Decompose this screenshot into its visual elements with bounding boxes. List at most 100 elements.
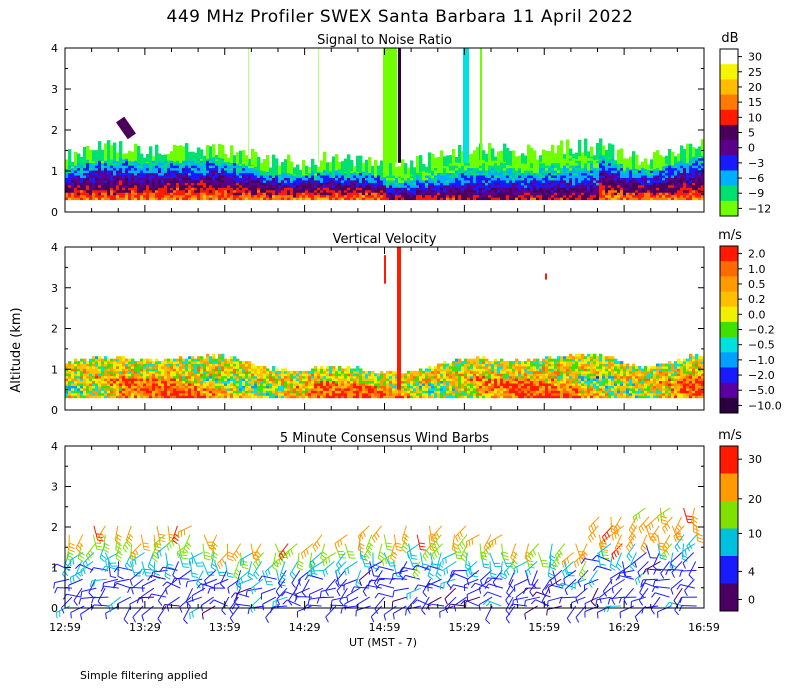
wind-barb-flag bbox=[632, 516, 636, 523]
wind-barb bbox=[54, 578, 70, 584]
colorbar-label: −1.0 bbox=[748, 354, 775, 367]
y-tick-label: 0 bbox=[51, 404, 58, 417]
wind-barb bbox=[203, 534, 211, 549]
colorbar-label: 0.2 bbox=[748, 293, 766, 306]
wind-barb-flag bbox=[551, 564, 556, 570]
wind-barb bbox=[129, 561, 136, 576]
wind-barb-flag bbox=[511, 562, 517, 568]
wind-barb bbox=[619, 569, 635, 574]
wind-barb-flag bbox=[530, 599, 536, 605]
wind-barb bbox=[377, 543, 383, 559]
colorbar-swatch bbox=[720, 306, 738, 323]
wind-barb-flag bbox=[285, 552, 289, 559]
wind-barb-flag bbox=[116, 542, 123, 547]
wind-barb-flag bbox=[74, 564, 80, 570]
panel-2-plot-area bbox=[65, 247, 705, 399]
wind-barb-flag bbox=[528, 568, 532, 575]
wind-barb-flag bbox=[696, 533, 703, 537]
wind-barb-flag bbox=[670, 562, 674, 569]
wind-barb bbox=[77, 543, 83, 559]
wind-barb-flag bbox=[129, 603, 132, 611]
wind-barb bbox=[668, 568, 684, 571]
wind-barb-flag bbox=[108, 558, 110, 565]
colorbar-label: 2.0 bbox=[748, 248, 766, 261]
wind-barb-flag bbox=[360, 533, 364, 540]
y-tick-label: 0 bbox=[51, 206, 58, 219]
wind-barb-flag bbox=[455, 536, 459, 543]
wind-barb-flag bbox=[592, 531, 597, 538]
wind-barb-flag bbox=[652, 580, 656, 587]
wind-barb bbox=[682, 543, 696, 552]
wind-barb-flag bbox=[523, 587, 527, 594]
wind-barb-flag bbox=[171, 578, 175, 584]
wind-barb-flag bbox=[465, 541, 468, 548]
wind-barb bbox=[547, 561, 551, 577]
wind-barb bbox=[114, 578, 130, 583]
wind-barb-flag bbox=[431, 554, 435, 560]
wind-barb-flag bbox=[73, 600, 78, 606]
wind-barb-flag bbox=[588, 536, 592, 543]
wind-barb-flag bbox=[383, 614, 387, 621]
wind-barb-flag bbox=[550, 563, 557, 567]
wind-barb bbox=[334, 534, 348, 544]
wind-barb-flag bbox=[485, 544, 490, 550]
wind-barb bbox=[157, 587, 167, 602]
wind-barb-flag bbox=[674, 546, 679, 553]
wind-barb bbox=[188, 552, 203, 560]
wind-barb-flag bbox=[556, 552, 561, 559]
wind-barb bbox=[187, 578, 203, 582]
wind-barb-flag bbox=[401, 539, 408, 545]
colorbar-label: 25 bbox=[748, 66, 762, 79]
wind-barb bbox=[662, 534, 671, 548]
wind-barb-flag bbox=[279, 575, 286, 580]
wind-barb-flag bbox=[651, 592, 656, 598]
wind-barb bbox=[114, 525, 119, 541]
wind-barb bbox=[321, 587, 336, 592]
wind-barb-flag bbox=[267, 568, 271, 575]
wind-barb-flag bbox=[637, 571, 641, 578]
y-tick-label: 2 bbox=[51, 323, 58, 336]
wind-barb-flag bbox=[365, 553, 370, 559]
contamination-streak bbox=[318, 48, 319, 163]
wind-barb-flag bbox=[392, 551, 398, 556]
y-tick-label: 4 bbox=[51, 440, 58, 453]
wind-barb bbox=[69, 552, 84, 561]
wind-barb-flag bbox=[278, 558, 282, 566]
wind-barb-flag bbox=[192, 575, 199, 579]
wind-barb bbox=[325, 578, 336, 591]
wind-barb-flag bbox=[167, 563, 174, 566]
wind-barb bbox=[167, 525, 171, 541]
wind-barb bbox=[610, 569, 624, 579]
y-tick-label: 3 bbox=[51, 481, 58, 494]
wind-barb-flag bbox=[227, 575, 234, 578]
wind-barb-flag bbox=[165, 572, 171, 577]
wind-barb-flag bbox=[69, 577, 72, 584]
wind-barb bbox=[428, 596, 442, 605]
wind-barb bbox=[344, 561, 358, 570]
wind-barb bbox=[684, 578, 695, 591]
wind-barb-flag bbox=[235, 550, 241, 556]
wind-barb-flag bbox=[614, 547, 620, 553]
wind-barb bbox=[276, 552, 290, 562]
wind-barb-flag bbox=[676, 584, 681, 590]
wind-barb-flag bbox=[291, 571, 296, 577]
wind-barb-flag bbox=[322, 551, 328, 556]
wind-barb bbox=[105, 552, 120, 561]
wind-barb-flag bbox=[309, 562, 313, 569]
wind-barb bbox=[272, 552, 277, 568]
wind-barb-flag bbox=[693, 528, 700, 532]
wind-barb bbox=[312, 534, 323, 547]
wind-barb bbox=[489, 561, 492, 577]
wind-barb-flag bbox=[360, 558, 367, 561]
wind-barb bbox=[68, 578, 83, 586]
wind-barb bbox=[250, 578, 264, 589]
wind-barb-flag bbox=[241, 560, 248, 563]
wind-barb-flag bbox=[334, 571, 339, 578]
wind-barb-flag bbox=[562, 571, 566, 578]
wind-barb bbox=[439, 605, 454, 613]
colorbar-label: 10 bbox=[748, 527, 762, 540]
wind-barb-flag bbox=[235, 568, 242, 574]
wind-barb bbox=[165, 578, 178, 590]
wind-barb bbox=[320, 543, 326, 559]
wind-barb-flag bbox=[65, 563, 71, 568]
